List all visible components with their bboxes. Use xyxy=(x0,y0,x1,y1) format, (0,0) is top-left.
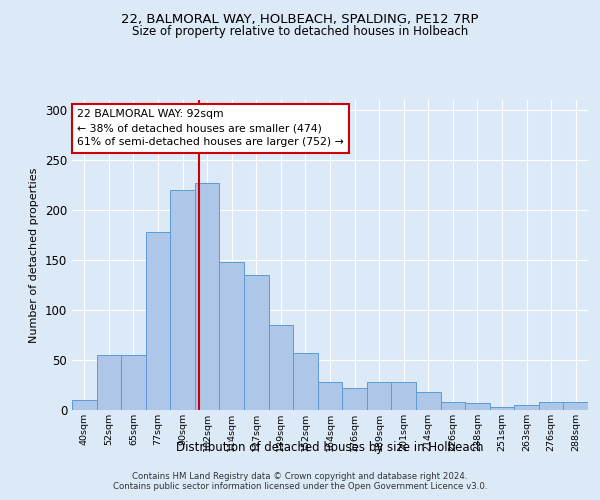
Text: Distribution of detached houses by size in Holbeach: Distribution of detached houses by size … xyxy=(176,441,484,454)
Text: Contains public sector information licensed under the Open Government Licence v3: Contains public sector information licen… xyxy=(113,482,487,491)
Bar xyxy=(121,355,146,410)
Bar xyxy=(416,392,440,410)
Bar xyxy=(465,403,490,410)
Bar xyxy=(269,325,293,410)
Bar xyxy=(170,190,195,410)
Bar xyxy=(293,353,318,410)
Text: 22 BALMORAL WAY: 92sqm
← 38% of detached houses are smaller (474)
61% of semi-de: 22 BALMORAL WAY: 92sqm ← 38% of detached… xyxy=(77,110,344,148)
Bar xyxy=(391,382,416,410)
Bar xyxy=(220,262,244,410)
Bar xyxy=(563,402,588,410)
Bar xyxy=(146,232,170,410)
Text: Contains HM Land Registry data © Crown copyright and database right 2024.: Contains HM Land Registry data © Crown c… xyxy=(132,472,468,481)
Y-axis label: Number of detached properties: Number of detached properties xyxy=(29,168,40,342)
Bar xyxy=(244,275,269,410)
Bar xyxy=(195,183,220,410)
Bar xyxy=(440,402,465,410)
Text: 22, BALMORAL WAY, HOLBEACH, SPALDING, PE12 7RP: 22, BALMORAL WAY, HOLBEACH, SPALDING, PE… xyxy=(121,12,479,26)
Bar xyxy=(342,388,367,410)
Bar xyxy=(367,382,391,410)
Bar xyxy=(72,400,97,410)
Text: Size of property relative to detached houses in Holbeach: Size of property relative to detached ho… xyxy=(132,25,468,38)
Bar xyxy=(318,382,342,410)
Bar xyxy=(539,402,563,410)
Bar xyxy=(97,355,121,410)
Bar xyxy=(514,405,539,410)
Bar xyxy=(490,407,514,410)
